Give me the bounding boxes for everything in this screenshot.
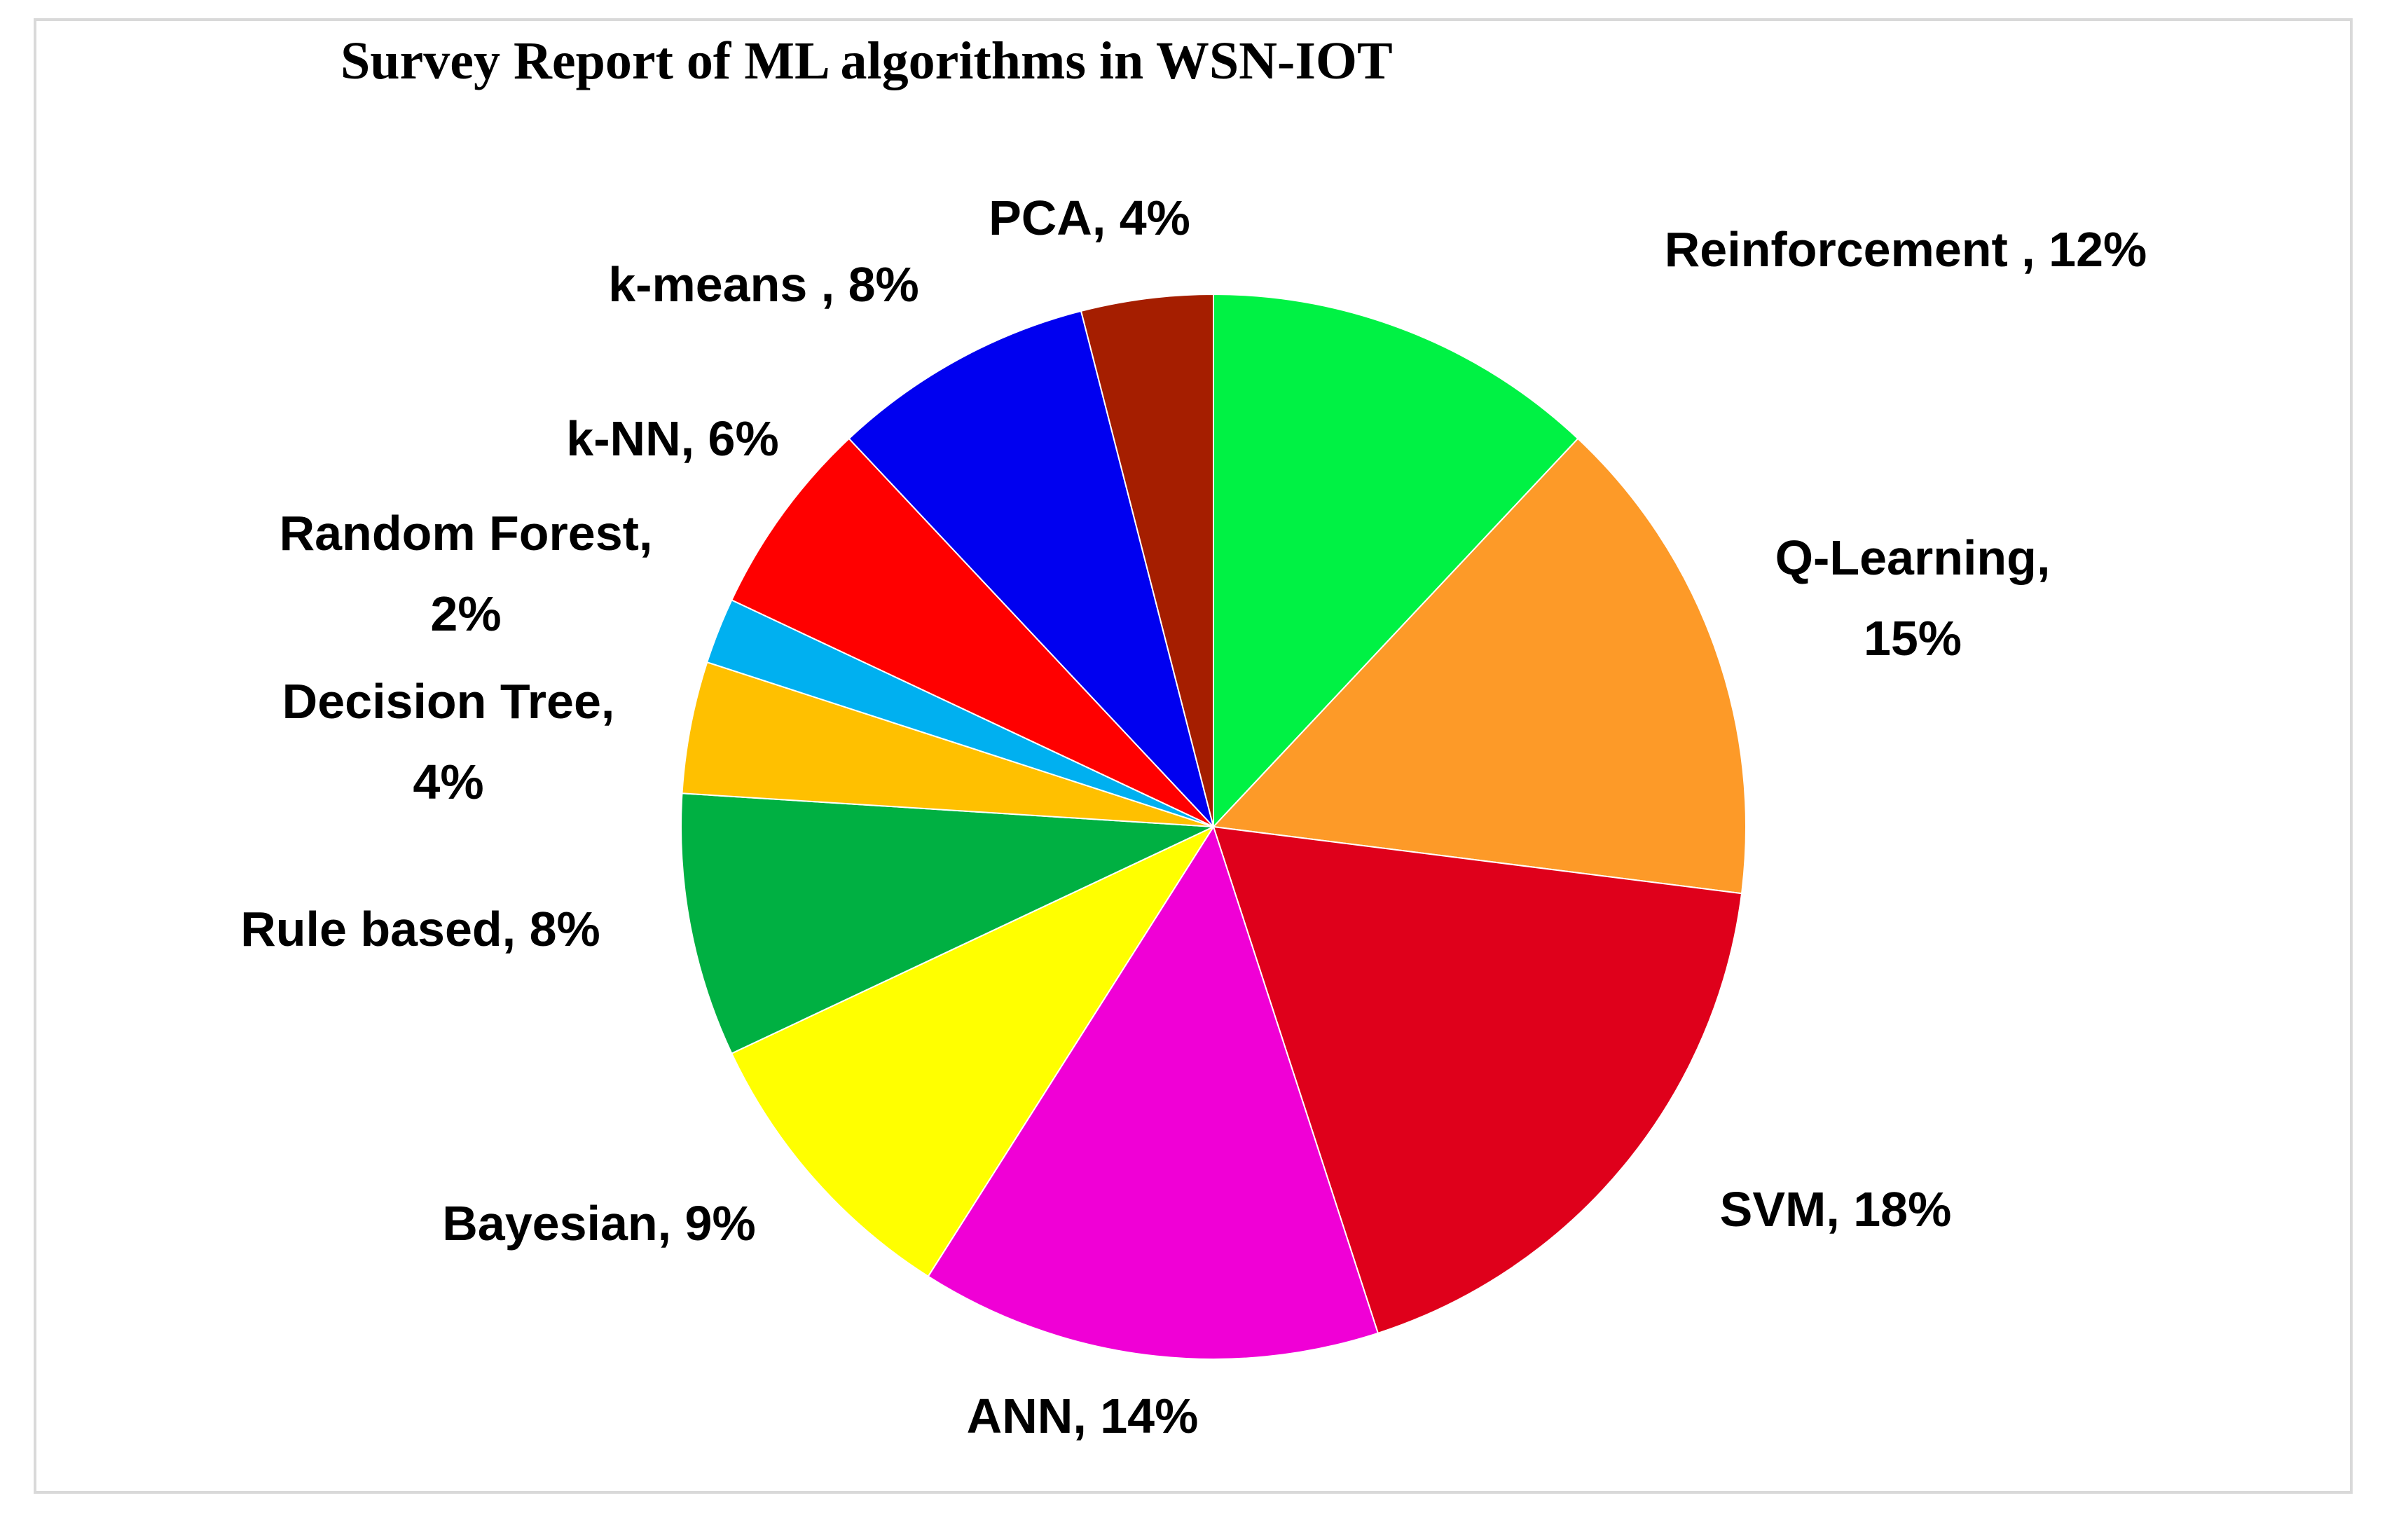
data-label-q-learning: Q-Learning, 15% (1775, 530, 2051, 666)
data-label-rule-based: Rule based, 8% (240, 902, 600, 956)
pie-slice-k-means (848, 310, 1214, 827)
data-label-random-forest: Random Forest, 2% (280, 506, 653, 641)
data-label-svm: SVM, 18% (1720, 1182, 1952, 1237)
data-label-ann: ANN, 14% (967, 1389, 1199, 1443)
pie-slice-rule-based (680, 792, 1214, 1054)
data-label-decision-tree: Decision Tree, 4% (282, 674, 615, 809)
chart-title: Survey Report of ML algorithms in WSN-IO… (340, 32, 1393, 90)
data-label-k-nn: k-NN, 6% (566, 411, 778, 466)
pie-slice-decision-tree (681, 661, 1214, 827)
data-label-k-means: k-means , 8% (608, 257, 919, 312)
pie-slice-k-nn (730, 437, 1214, 827)
pie-slice-reinforcement (1213, 293, 1579, 829)
pie-slice-bayesian (730, 825, 1216, 1278)
pie-slice-pca (1080, 293, 1214, 827)
data-label-reinforcement: Reinforcement , 12% (1665, 222, 2147, 277)
data-label-pca: PCA, 4% (989, 191, 1190, 245)
data-label-bayesian: Bayesian, 9% (442, 1196, 755, 1251)
pie-slice-ann (927, 825, 1380, 1360)
pie-slice-q-learning (1211, 437, 1747, 895)
pie-slice-svm (1212, 825, 1743, 1335)
